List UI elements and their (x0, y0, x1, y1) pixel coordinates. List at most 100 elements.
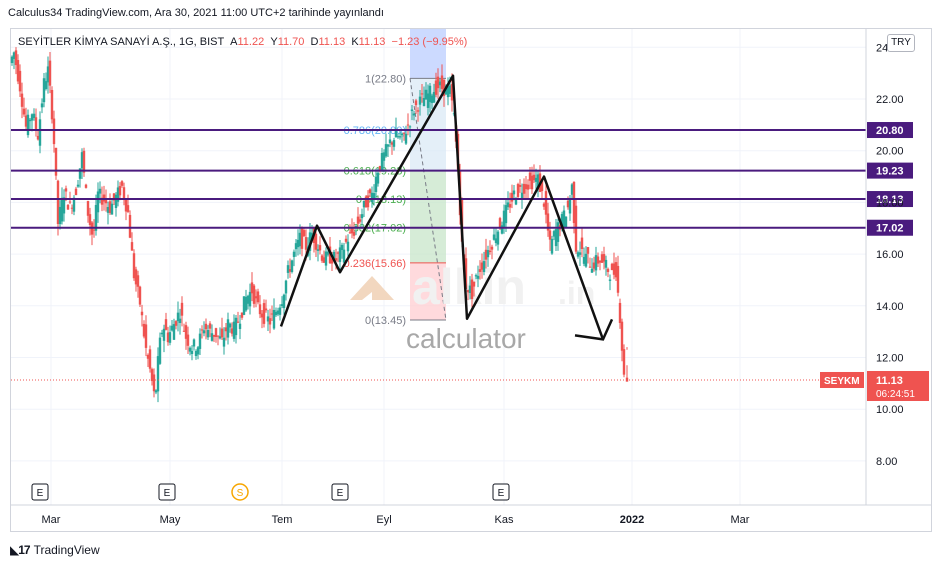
candle-body (522, 183, 526, 194)
candle-body (178, 318, 182, 324)
candle-body (196, 347, 200, 355)
candle-body (230, 328, 234, 334)
y-tick-label: 18.00 (876, 197, 904, 209)
candle-body (290, 260, 294, 273)
candle-body (438, 81, 442, 86)
candle-body (610, 263, 614, 271)
candle-body (162, 328, 166, 341)
event-label: E (164, 488, 171, 499)
candle-body (114, 194, 118, 209)
candle-body (60, 197, 64, 222)
candle-body (50, 89, 54, 120)
fib-zone (410, 130, 446, 171)
candle-body (122, 187, 126, 200)
open-value: 11.22 (237, 36, 265, 48)
candle-body (168, 332, 172, 343)
candle-body (384, 144, 388, 157)
candle-body (68, 201, 72, 203)
candle-body (296, 239, 300, 248)
candles (10, 47, 629, 403)
candle-body (476, 275, 480, 279)
candle-body (172, 324, 176, 340)
candle-body (478, 269, 482, 272)
candle-body (232, 321, 236, 339)
candle-body (250, 282, 254, 294)
candle-body (594, 255, 598, 271)
candle-body (170, 325, 174, 331)
candle-body (244, 297, 248, 311)
candle-body (274, 311, 278, 316)
candle-body (180, 302, 184, 316)
candle-body (202, 330, 206, 334)
candle-body (388, 139, 392, 144)
candle-body (216, 335, 220, 337)
candle-body (142, 323, 146, 337)
candle-body (316, 249, 320, 251)
candle-body (132, 253, 136, 279)
y-tick-label: 20.00 (876, 146, 904, 158)
candle-body (450, 84, 454, 101)
candle-body (100, 197, 104, 205)
candle-body (600, 254, 604, 263)
symbol-name: SEYİTLER KİMYA SANAYİ A.Ş., 1G, BIST (18, 36, 225, 48)
candle-body (482, 261, 486, 273)
x-tick-label: Tem (272, 514, 293, 526)
watermark-logo-icon (350, 276, 394, 300)
candle-body (40, 103, 44, 108)
candle-body (136, 275, 140, 287)
candle-body (56, 180, 60, 224)
candle-body (614, 262, 618, 278)
candle-body (174, 321, 178, 326)
currency-button[interactable]: TRY (887, 34, 915, 52)
candle-body (94, 204, 98, 231)
candle-body (426, 93, 430, 108)
candle-body (358, 219, 362, 222)
candle-body (520, 192, 524, 199)
high-value: 11.70 (277, 36, 305, 48)
candle-body (284, 280, 288, 294)
candle-body (372, 193, 376, 200)
candle-body (258, 304, 262, 315)
candle-body (544, 191, 548, 215)
candle-body (326, 251, 330, 255)
candle-body (14, 50, 18, 66)
level-label-bg (867, 219, 913, 236)
candle-body (118, 186, 122, 196)
candle-body (218, 336, 222, 339)
candle-body (262, 303, 266, 324)
candle-body (84, 184, 88, 188)
candle-body (556, 222, 560, 242)
candle-body (536, 174, 540, 190)
candle-body (128, 214, 132, 238)
candle-body (24, 115, 28, 127)
candle-body (134, 269, 138, 285)
candle-body (390, 142, 394, 145)
candle-body (264, 308, 268, 311)
candle-body (130, 242, 134, 251)
y-tick-label: 12.00 (876, 353, 904, 365)
candle-body (120, 181, 124, 186)
candle-body (324, 251, 328, 266)
high-label: Y (270, 36, 278, 48)
candle-body (364, 196, 368, 208)
candle-body (530, 175, 534, 190)
candle-body (350, 227, 354, 234)
candle-body (420, 93, 424, 95)
x-tick-label: Eyl (376, 514, 391, 526)
arrow-head-icon (574, 318, 614, 341)
candle-body (272, 309, 276, 329)
candle-body (508, 204, 512, 208)
candle-body (212, 334, 216, 337)
candle-body (502, 210, 506, 228)
candle-body (78, 168, 82, 179)
candle-body (148, 349, 152, 369)
candle-body (32, 113, 36, 119)
candle-body (424, 89, 428, 100)
x-tick-label: 2022 (620, 514, 644, 526)
candle-body (200, 329, 204, 331)
candle-body (542, 203, 546, 207)
fib-zone (410, 262, 446, 321)
candle-body (48, 60, 52, 86)
fib-label: 0.236(15.66) (344, 258, 406, 270)
